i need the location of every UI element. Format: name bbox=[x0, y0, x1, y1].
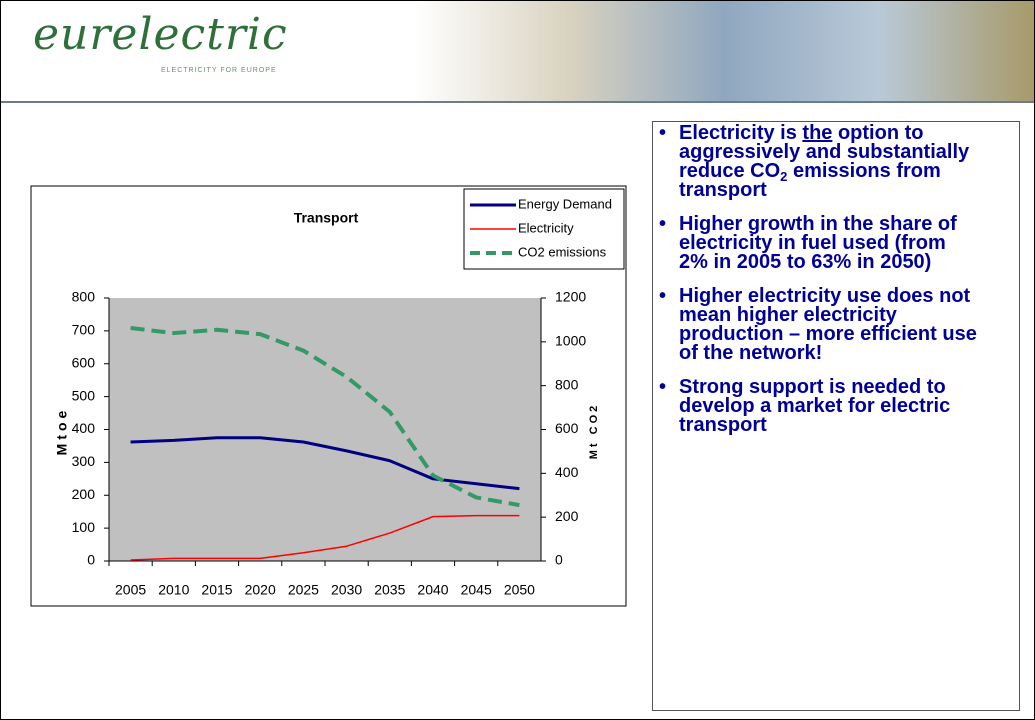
bullet-text: Higher electricity use does not mean hig… bbox=[679, 285, 977, 364]
bullet: Electricity is the option to aggressivel… bbox=[679, 124, 979, 200]
x-tick-label: 2010 bbox=[158, 582, 189, 598]
legend-label: Energy Demand bbox=[518, 196, 612, 211]
y2-tick-label: 800 bbox=[555, 376, 579, 392]
y2-tick-label: 600 bbox=[555, 420, 579, 436]
x-tick-label: 2050 bbox=[504, 582, 535, 598]
y-tick-label: 0 bbox=[87, 552, 95, 568]
y2-tick-label: 0 bbox=[555, 552, 563, 568]
y-tick-label: 500 bbox=[72, 387, 96, 403]
x-tick-label: 2025 bbox=[288, 582, 319, 598]
bullet-text: Strong support is needed to develop a ma… bbox=[679, 376, 950, 436]
y-tick-label: 100 bbox=[72, 519, 96, 535]
x-tick-label: 2040 bbox=[417, 582, 448, 598]
x-tick-label: 2020 bbox=[245, 582, 276, 598]
plot-area bbox=[109, 298, 541, 561]
x-tick-label: 2035 bbox=[374, 582, 405, 598]
x-tick-label: 2030 bbox=[331, 582, 362, 598]
bullet: Higher growth in the share of electricit… bbox=[679, 215, 979, 272]
y2-tick-label: 400 bbox=[555, 464, 579, 480]
y-tick-label: 200 bbox=[72, 486, 96, 502]
y2-tick-label: 1200 bbox=[555, 289, 586, 305]
slide: eurelectric ELECTRICITY FOR EUROPE Trans… bbox=[0, 0, 1035, 720]
y-tick-label: 300 bbox=[72, 453, 96, 469]
legend-label: CO2 emissions bbox=[518, 244, 607, 259]
bullet-text: Higher growth in the share of electricit… bbox=[679, 213, 957, 273]
legend-label: Electricity bbox=[518, 220, 574, 235]
y2-axis-label: Mt CO2 bbox=[588, 403, 600, 460]
bullet: Higher electricity use does not mean hig… bbox=[679, 287, 979, 363]
y-tick-label: 700 bbox=[72, 322, 96, 338]
y2-tick-label: 200 bbox=[555, 508, 579, 524]
x-tick-label: 2045 bbox=[461, 582, 492, 598]
x-tick-label: 2015 bbox=[201, 582, 232, 598]
bullet: Strong support is needed to develop a ma… bbox=[679, 378, 979, 435]
y-axis-label: Mtoe bbox=[54, 407, 70, 456]
y-tick-label: 400 bbox=[72, 420, 96, 436]
y-tick-label: 600 bbox=[72, 354, 96, 370]
text-box: Electricity is the option to aggressivel… bbox=[652, 121, 1020, 711]
y2-tick-label: 1000 bbox=[555, 333, 586, 349]
x-tick-label: 2005 bbox=[115, 582, 146, 598]
chart-title: Transport bbox=[294, 210, 359, 226]
y-tick-label: 800 bbox=[72, 289, 96, 305]
